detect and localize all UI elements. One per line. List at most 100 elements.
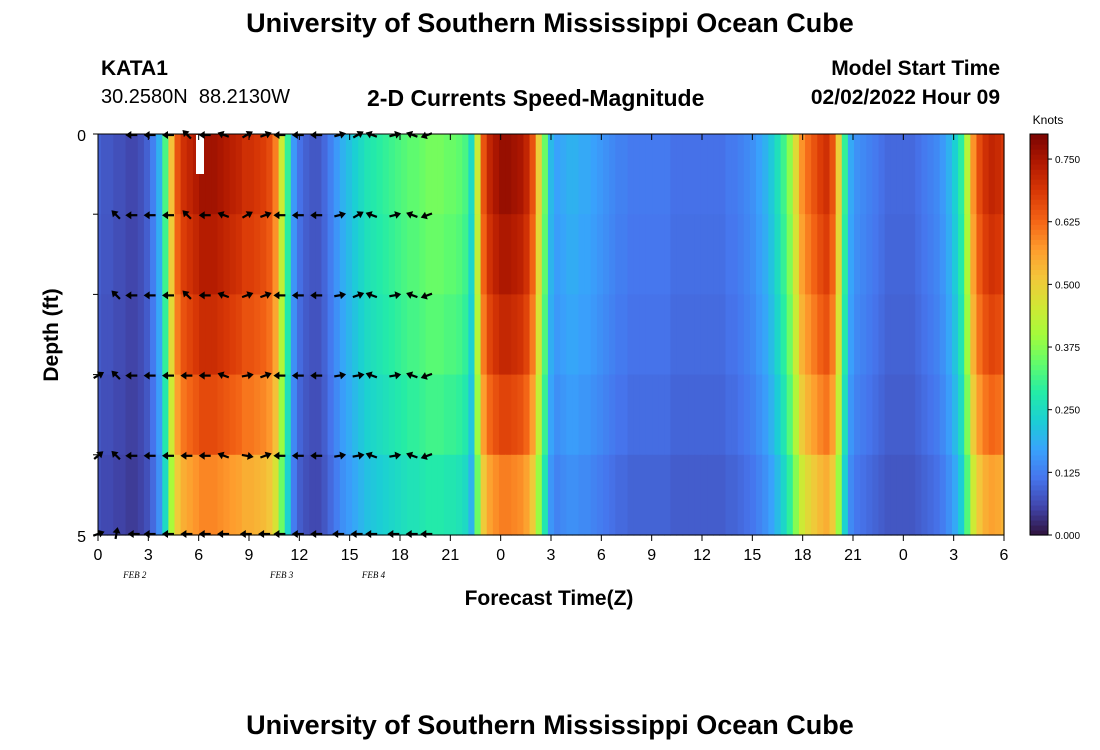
colorbar-segment [1030, 454, 1048, 461]
heatmap-cell [811, 374, 818, 456]
heatmap-cell [529, 374, 537, 456]
colorbar-segment [1030, 319, 1048, 326]
heatmap-cell [217, 374, 225, 456]
heatmap-cell [835, 214, 843, 295]
heatmap-cell [425, 294, 433, 376]
colorbar-segment [1030, 184, 1048, 190]
heatmap-cell [982, 374, 990, 456]
heatmap-cell [492, 294, 500, 376]
heatmap-cell [98, 374, 102, 456]
heatmap-cell [786, 294, 794, 376]
current-arrow [420, 211, 433, 220]
heatmap-cell [254, 294, 261, 376]
heatmap-cell [939, 374, 947, 456]
heatmap-cell [970, 294, 978, 376]
date-label: FEB 4 [361, 570, 386, 580]
current-arrow [162, 451, 174, 460]
heatmap-cell [107, 454, 114, 536]
heatmap-cell [774, 374, 782, 456]
heatmap-cell [192, 134, 200, 215]
heatmap-cell [535, 294, 543, 376]
current-arrow [420, 291, 433, 300]
x-tick-label: 0 [94, 547, 103, 564]
current-arrow [310, 291, 323, 300]
heatmap-cell [505, 214, 512, 295]
heatmap-cell [994, 374, 1002, 456]
heatmap-cell [976, 294, 984, 376]
colorbar-segment [1030, 369, 1048, 376]
heatmap-cell [633, 294, 641, 376]
current-vector-arrows [92, 130, 433, 540]
heatmap-cell [370, 214, 378, 295]
colorbar-segment [1030, 449, 1048, 456]
heatmap-cell [162, 454, 169, 536]
heatmap-cell [486, 214, 494, 295]
heatmap-cell [468, 134, 476, 215]
heatmap-cell [756, 454, 763, 536]
colorbar-segment [1030, 239, 1048, 245]
heatmap-cell [578, 214, 586, 295]
heatmap-cell [590, 214, 598, 295]
heatmap-cell [229, 134, 237, 215]
heatmap-cell [401, 214, 408, 295]
heatmap-cell [841, 454, 849, 536]
heatmap-cell [805, 374, 812, 456]
heatmap-cell [860, 294, 867, 376]
x-tick-label: 21 [441, 547, 459, 564]
heatmap-cell [150, 214, 157, 295]
heatmap-cell [407, 454, 414, 536]
heatmap-cell [878, 374, 886, 456]
heatmap-cell [443, 214, 451, 295]
heatmap-cell [884, 454, 892, 536]
heatmap-cell [915, 294, 922, 376]
heatmap-cell [131, 374, 139, 456]
heatmap-cell [847, 214, 855, 295]
heatmap-cell [664, 134, 671, 215]
y-tick-label: 0 [77, 128, 86, 145]
heatmap-cell [376, 454, 384, 536]
heatmap-cell [737, 454, 745, 536]
heatmap-cell [915, 134, 922, 215]
colorbar: Knots 0.000 0.125 0.250 0.375 0.500 0.625 0.750 [1029, 113, 1080, 542]
heatmap-cell [688, 134, 696, 215]
heatmap-cell [235, 454, 243, 536]
heatmap-cell [339, 134, 347, 215]
heatmap-cell [523, 374, 531, 456]
heatmap-cell [229, 214, 237, 295]
heatmap-cell [933, 374, 941, 456]
current-arrow [198, 371, 211, 380]
current-arrow [291, 211, 304, 220]
heatmap-cell [854, 454, 861, 536]
heatmap-cell [266, 294, 274, 376]
current-arrow [334, 291, 347, 300]
y-axis-label: Depth (ft) [40, 288, 63, 381]
heatmap-cell [180, 134, 188, 215]
heatmap-cell [700, 374, 708, 456]
heatmap-cell [896, 214, 904, 295]
heatmap-cell [596, 294, 604, 376]
colorbar-segment [1030, 424, 1048, 431]
heatmap-cell [664, 454, 671, 536]
heatmap-cell [296, 454, 304, 536]
heatmap-cell [101, 374, 108, 456]
heatmap-cell [872, 134, 880, 215]
current-arrow [310, 211, 323, 220]
heatmap-cell [945, 294, 953, 376]
heatmap-cell [541, 294, 549, 376]
heatmap-cell [401, 454, 408, 536]
heatmap-cell [811, 214, 818, 295]
heatmap-cell [174, 214, 182, 295]
colorbar-segment [1030, 489, 1048, 496]
colorbar-segment [1030, 214, 1048, 220]
heatmap-cell [780, 134, 788, 215]
current-arrow [420, 530, 433, 538]
model-start-value: 02/02/2022 Hour 09 [810, 86, 1000, 109]
colorbar-segment [1030, 244, 1048, 250]
colorbar-tick-label: 0.625 [1055, 218, 1080, 229]
heatmap-cell [682, 134, 690, 215]
heatmap-cell [186, 214, 194, 295]
heatmap-cell [364, 374, 372, 456]
heatmap-cell [143, 214, 151, 295]
x-tick-label: 18 [391, 547, 409, 564]
heatmap-cell [143, 134, 151, 215]
